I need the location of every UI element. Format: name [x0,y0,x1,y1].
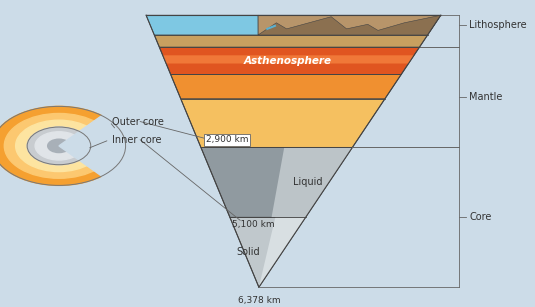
Wedge shape [59,113,131,178]
Circle shape [16,120,102,172]
Polygon shape [146,15,258,35]
Circle shape [35,132,83,160]
Text: Lithosphere: Lithosphere [469,20,526,30]
Text: 2,900 km: 2,900 km [206,135,249,144]
Polygon shape [181,99,385,147]
Polygon shape [258,15,441,35]
Text: Solid: Solid [236,247,260,257]
Polygon shape [230,217,305,287]
Text: Inner core: Inner core [112,135,162,145]
Polygon shape [201,147,353,217]
Text: Mantle: Mantle [469,92,502,102]
Circle shape [4,114,113,178]
Text: Asthenosphere: Asthenosphere [243,56,332,66]
Text: Outer core: Outer core [112,117,164,126]
Text: Liquid: Liquid [293,177,323,187]
Text: 5,100 km: 5,100 km [232,220,275,229]
Polygon shape [159,47,419,75]
Polygon shape [259,217,305,287]
Polygon shape [258,15,441,35]
Polygon shape [154,35,427,47]
Polygon shape [272,147,353,217]
Circle shape [0,106,126,185]
Text: Core: Core [469,212,492,222]
Text: 6,378 km: 6,378 km [238,296,280,305]
Polygon shape [171,75,401,99]
Polygon shape [163,55,414,64]
Circle shape [27,127,91,165]
Circle shape [48,139,70,153]
